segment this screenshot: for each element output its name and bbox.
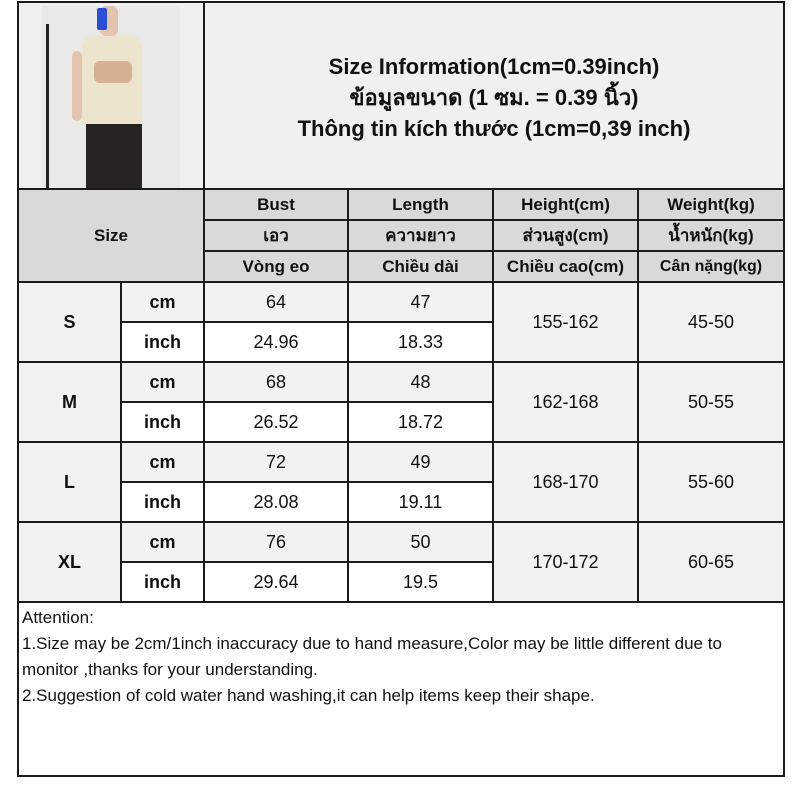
bust-inch: 29.64	[203, 561, 349, 603]
height-range: 162-168	[492, 361, 639, 443]
col-height-th: ส่วนสูง(cm)	[492, 219, 639, 252]
length-cm: 48	[347, 361, 494, 403]
length-inch: 19.11	[347, 481, 494, 523]
table-row: M cm 68 48 162-168 50-55	[17, 361, 785, 443]
size-label: L	[17, 441, 122, 523]
length-inch: 18.33	[347, 321, 494, 363]
bust-cm: 68	[203, 361, 349, 403]
unit-inch: inch	[120, 481, 205, 523]
table-row: inch 26.52 18.72	[18, 401, 784, 443]
table-row: inch 24.96 18.33	[18, 321, 784, 363]
bust-inch: 28.08	[203, 481, 349, 523]
length-cm: 50	[347, 521, 494, 563]
table-row: S cm 64 47 155-162 45-50	[17, 281, 785, 363]
title-thai: ข้อมูลขนาด (1 ซม. = 0.39 นิ้ว)	[349, 85, 639, 110]
weight-range: 60-65	[637, 521, 785, 603]
title-english: Size Information(1cm=0.39inch)	[328, 54, 660, 79]
bust-cm: 76	[203, 521, 349, 563]
unit-cm: cm	[120, 441, 205, 483]
bust-cm: 64	[203, 281, 349, 323]
size-label: M	[17, 361, 122, 443]
attention-notes: Attention: 1.Size may be 2cm/1inch inacc…	[17, 601, 785, 777]
col-bust-th: เอว	[203, 219, 349, 252]
unit-cm: cm	[120, 521, 205, 563]
length-inch: 18.72	[347, 401, 494, 443]
col-length-th: ความยาว	[347, 219, 494, 252]
table-row: L cm 72 49 168-170 55-60	[17, 441, 785, 523]
bust-inch: 26.52	[203, 401, 349, 443]
col-height-vi: Chiều cao(cm)	[492, 250, 639, 283]
unit-inch: inch	[120, 321, 205, 363]
height-range: 170-172	[492, 521, 639, 603]
size-information-title: Size Information(1cm=0.39inch) ข้อมูลขนา…	[203, 1, 785, 190]
col-height-en: Height(cm)	[492, 188, 639, 221]
height-range: 168-170	[492, 441, 639, 523]
size-chart-table: Size Information(1cm=0.39inch) ข้อมูลขนา…	[17, 1, 785, 777]
table-row: XL cm 76 50 170-172 60-65	[17, 521, 785, 603]
table-row: inch 28.08 19.11	[18, 481, 784, 523]
title-vietnamese: Thông tin kích thước (1cm=0,39 inch)	[297, 116, 691, 141]
size-header: Size	[17, 188, 205, 283]
product-photo	[42, 5, 180, 188]
bust-cm: 72	[203, 441, 349, 483]
col-bust-vi: Vòng eo	[203, 250, 349, 283]
length-inch: 19.5	[347, 561, 494, 603]
attention-heading: Attention:	[22, 608, 94, 627]
size-label: S	[17, 281, 122, 363]
col-length-en: Length	[347, 188, 494, 221]
col-weight-vi: Cân nặng(kg)	[637, 250, 785, 283]
length-cm: 49	[347, 441, 494, 483]
unit-inch: inch	[120, 561, 205, 603]
col-weight-th: น้ำหนัก(kg)	[637, 219, 785, 252]
length-cm: 47	[347, 281, 494, 323]
col-bust-en: Bust	[203, 188, 349, 221]
height-range: 155-162	[492, 281, 639, 363]
unit-inch: inch	[120, 401, 205, 443]
unit-cm: cm	[120, 281, 205, 323]
weight-range: 50-55	[637, 361, 785, 443]
weight-range: 45-50	[637, 281, 785, 363]
weight-range: 55-60	[637, 441, 785, 523]
bust-inch: 24.96	[203, 321, 349, 363]
unit-cm: cm	[120, 361, 205, 403]
col-length-vi: Chiều dài	[347, 250, 494, 283]
attention-note-1: 1.Size may be 2cm/1inch inaccuracy due t…	[22, 634, 722, 679]
attention-note-2: 2.Suggestion of cold water hand washing,…	[22, 686, 595, 705]
size-label: XL	[17, 521, 122, 603]
table-row: inch 29.64 19.5	[18, 561, 784, 603]
col-weight-en: Weight(kg)	[637, 188, 785, 221]
product-photo-cell	[17, 1, 205, 190]
